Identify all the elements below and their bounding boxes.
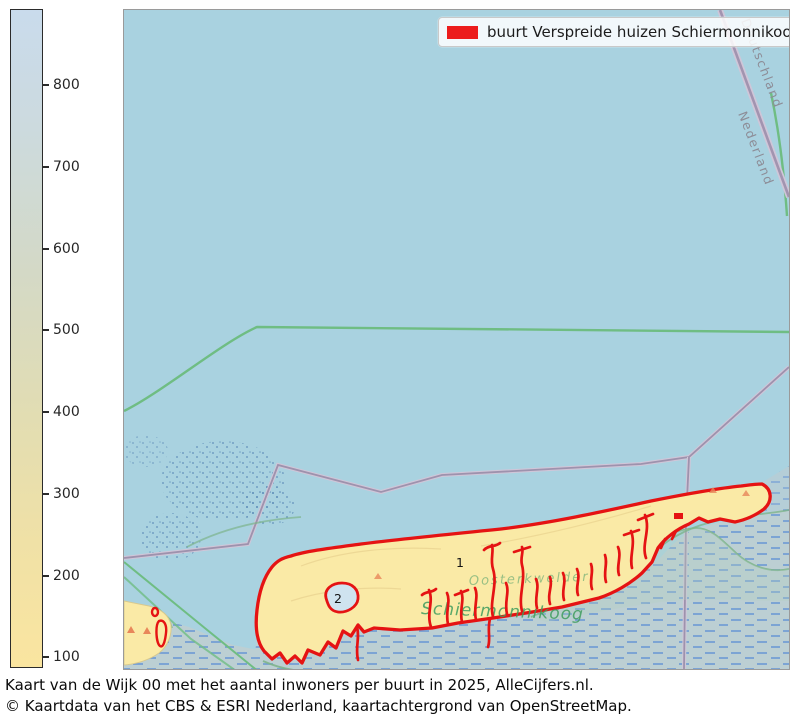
legend-label: buurt Verspreide huizen Schiermonnikoog <box>487 23 790 41</box>
colorbar-tick-mark <box>43 656 49 658</box>
colorbar-tick-mark <box>43 166 49 168</box>
buurt-boundary-mark <box>674 513 683 519</box>
legend: buurt Verspreide huizen Schiermonnikoog <box>438 17 790 47</box>
sandbank-speckles <box>124 435 295 561</box>
colorbar-tick-mark <box>43 411 49 413</box>
place-label-oosterkwelder: Oosterkwelder <box>469 570 590 589</box>
colorbar-tick-label: 200 <box>53 568 80 584</box>
colorbar-tick-mark <box>43 329 49 331</box>
lake-buurt-2 <box>324 581 360 614</box>
colorbar <box>10 9 43 668</box>
colorbar-tick-mark <box>43 493 49 495</box>
island-schiermonnikoog <box>254 482 772 665</box>
caption-title: Kaart van de Wijk 00 met het aantal inwo… <box>5 676 594 694</box>
colorbar-tick-label: 400 <box>53 404 80 420</box>
colorbar-tick-label: 800 <box>53 77 80 93</box>
colorbar-tick-mark <box>43 84 49 86</box>
colorbar-tick-mark <box>43 248 49 250</box>
buurt-label-2: 2 <box>334 591 342 606</box>
caption-attribution: © Kaartdata van het CBS & ESRI Nederland… <box>5 697 632 715</box>
buurt-label-1: 1 <box>456 555 464 570</box>
colorbar-tick-label: 700 <box>53 159 80 175</box>
colorbar-tick-label: 600 <box>53 241 80 257</box>
colorbar-tick-label: 300 <box>53 486 80 502</box>
map-area: Deutschland Nederland Oosterkwelder Schi… <box>123 9 790 670</box>
campsite-markers <box>374 487 750 579</box>
colorbar-tick-label: 100 <box>53 649 80 665</box>
green-boundary-lines <box>124 92 789 669</box>
colorbar-tick-label: 500 <box>53 322 80 338</box>
legend-swatch-rect <box>447 25 478 39</box>
colorbar-tick-mark <box>43 575 49 577</box>
legend-swatch <box>447 25 478 39</box>
buurt-boundary-creeks <box>355 512 678 662</box>
map-canvas: Deutschland Nederland Oosterkwelder Schi… <box>124 10 789 669</box>
neighbour-island <box>124 600 172 666</box>
